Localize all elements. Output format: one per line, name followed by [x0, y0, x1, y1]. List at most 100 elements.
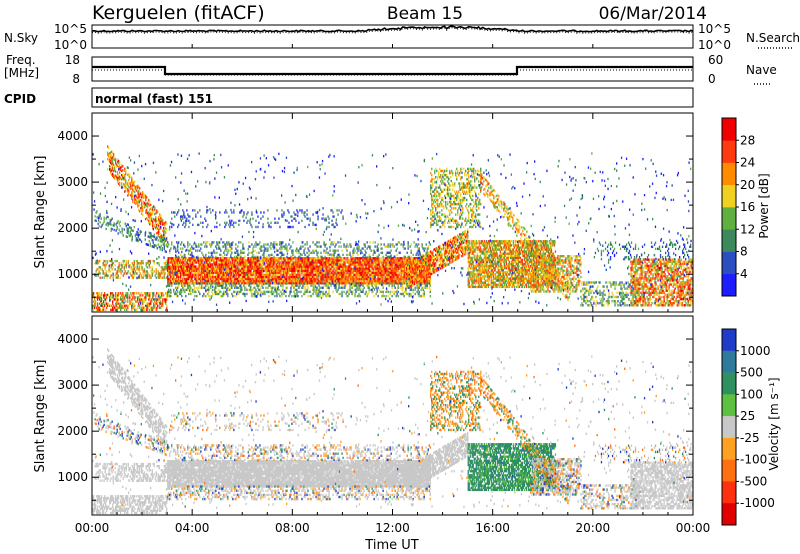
power-cell — [329, 282, 330, 284]
power-cell — [212, 274, 213, 276]
power-cell — [326, 257, 327, 259]
power-cell — [185, 295, 186, 297]
power-cell — [137, 260, 138, 262]
power-cell — [131, 227, 132, 229]
power-cell — [346, 282, 347, 284]
power-cell — [125, 171, 126, 173]
power-cell — [423, 282, 424, 284]
power-cell — [128, 305, 129, 307]
power-cell — [154, 260, 155, 262]
power-cell — [282, 285, 283, 287]
power-cell — [224, 293, 225, 295]
power-cell — [97, 303, 98, 305]
power-cell — [107, 168, 108, 170]
power-cell — [257, 287, 258, 289]
power-cell — [151, 217, 152, 219]
power-cell — [166, 305, 167, 307]
power-cell — [131, 177, 132, 179]
power-cell — [147, 292, 148, 294]
power-cell — [369, 289, 370, 291]
power-cell — [113, 155, 114, 157]
power-cell — [292, 285, 293, 287]
power-cell — [292, 282, 293, 284]
power-cell — [129, 296, 130, 298]
power-cell — [214, 259, 215, 261]
power-cell — [151, 300, 152, 302]
freq-panel: Freq. [MHz] 18 8 60 0 Nave — [4, 53, 777, 86]
power-cell — [190, 287, 191, 289]
power-cell — [279, 259, 280, 261]
power-cell — [105, 266, 106, 268]
power-cell — [376, 287, 377, 289]
power-cell — [378, 295, 379, 297]
power-cell — [341, 295, 342, 297]
power-cell — [302, 287, 303, 289]
power-cell — [153, 242, 154, 244]
power-cell — [122, 169, 123, 171]
power-cell — [113, 266, 114, 268]
power-cell — [119, 266, 120, 268]
nsearch-label: N.Search — [746, 31, 800, 45]
power-cell — [139, 266, 140, 268]
power-cell — [369, 285, 370, 287]
power-cell — [193, 280, 194, 282]
power-cell — [223, 291, 224, 293]
power-cell — [322, 295, 323, 297]
power-cell — [141, 274, 142, 276]
power-cell — [358, 282, 359, 284]
power-cell — [319, 293, 320, 295]
freq-tick-bottom: 8 — [72, 72, 80, 86]
power-cell — [101, 292, 102, 294]
power-cell — [144, 268, 145, 270]
power-cell — [218, 280, 219, 282]
power-cell — [421, 295, 422, 297]
power-cell — [188, 293, 189, 295]
power-cell — [241, 289, 242, 291]
power-cell — [100, 277, 101, 279]
power-cell — [235, 265, 236, 267]
power-cell — [139, 196, 140, 198]
power-cell — [289, 293, 290, 295]
power-cell — [124, 309, 125, 311]
power-cell — [278, 282, 279, 284]
power-cell — [244, 293, 245, 295]
power-cell — [415, 287, 416, 289]
power-cell — [143, 277, 144, 279]
power-cell — [347, 295, 348, 297]
power-cell — [142, 294, 143, 296]
power-cell — [113, 277, 114, 279]
power-cell — [100, 260, 101, 262]
power-cell — [171, 241, 172, 243]
power-cell — [305, 282, 306, 284]
power-cell — [173, 289, 174, 291]
power-cell — [142, 206, 143, 208]
power-cell — [176, 282, 177, 284]
power-cell — [100, 213, 101, 215]
power-cell — [268, 291, 269, 293]
power-cell — [229, 259, 230, 261]
power-cell — [241, 287, 242, 289]
power-cell — [344, 259, 345, 261]
power-cell — [396, 259, 397, 261]
power-cell — [140, 294, 141, 296]
power-cell — [139, 204, 140, 206]
power-cell — [256, 291, 257, 293]
power-cell — [126, 266, 127, 268]
power-cell — [112, 303, 113, 305]
power-cell — [424, 295, 425, 297]
power-cell — [135, 266, 136, 268]
power-cell — [158, 233, 159, 235]
power-cell — [127, 300, 128, 302]
power-cell — [115, 170, 116, 172]
power-cell — [117, 272, 118, 274]
power-cell — [394, 282, 395, 284]
power-cell — [332, 291, 333, 293]
power-cell — [108, 303, 109, 305]
power-cell — [202, 295, 203, 297]
power-cell — [398, 287, 399, 289]
power-cell — [96, 220, 97, 222]
power-cell — [142, 191, 143, 193]
power-cell — [207, 282, 208, 284]
power-cell — [355, 265, 356, 267]
power-cell — [188, 282, 189, 284]
